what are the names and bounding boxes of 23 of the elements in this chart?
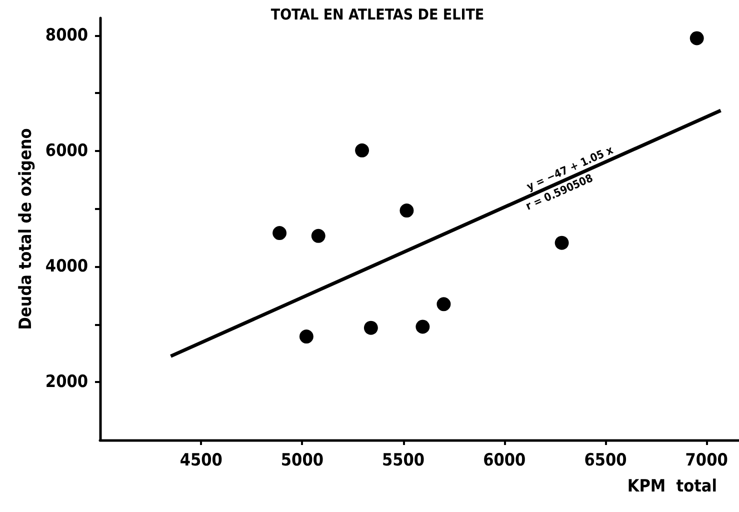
chart-title: TOTAL EN ATLETAS DE ELITE [270,6,484,24]
y-tick-label: 4000 [45,256,88,277]
point [400,204,414,218]
y-tick-label: 2000 [45,372,88,392]
y-axis-title: Deuda total de oxigeno [16,128,36,330]
x-tick-label: 6000 [483,450,526,470]
point [436,297,451,312]
point [355,143,370,158]
x-tick-label: 6500 [584,450,627,470]
point [299,330,314,344]
point [690,31,704,46]
x-tick-label: 4500 [180,450,222,470]
point [416,320,430,334]
y-tick-label: 6000 [45,140,88,161]
point [554,236,569,250]
point [272,226,287,240]
y-tick-label: 8000 [45,25,88,46]
point [311,228,326,243]
x-tick-label: 5500 [382,450,425,470]
x-axis-title: KPM total [627,476,717,496]
x-tick-label: 5000 [280,450,324,470]
point [364,320,378,335]
x-tick-label: 7000 [685,450,728,470]
